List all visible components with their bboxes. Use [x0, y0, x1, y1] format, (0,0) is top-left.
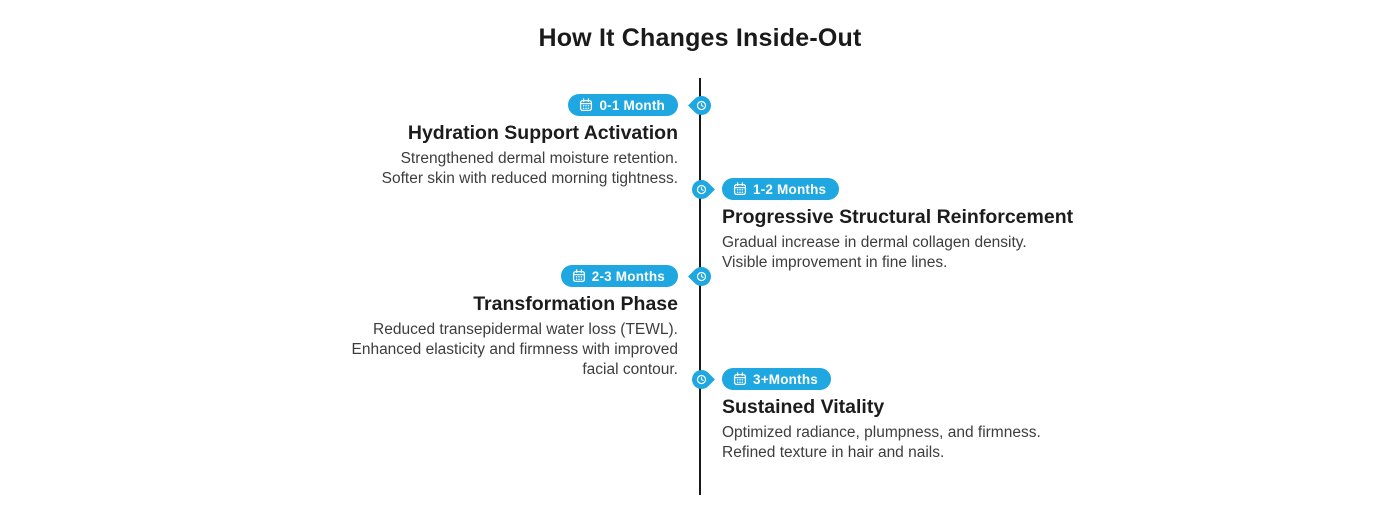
timeline-item: 2-3 Months Transformation Phase Reduced …	[238, 265, 678, 380]
phase-description: Gradual increase in dermal collagen dens…	[722, 233, 1162, 273]
month-badge: 3+Months	[722, 368, 831, 390]
clock-icon	[696, 100, 706, 110]
phase-description-line: facial contour.	[582, 361, 678, 378]
page-title: How It Changes Inside-Out	[538, 24, 862, 52]
calendar-icon	[572, 269, 585, 283]
month-badge: 0-1 Month	[568, 94, 678, 116]
month-badge: 1-2 Months	[722, 178, 840, 200]
month-badge: 2-3 Months	[560, 265, 678, 287]
phase-title: Transformation Phase	[473, 293, 678, 315]
phase-description: Reduced transepidermal water loss (TEWL)…	[238, 320, 678, 380]
badge-row: 3+Months	[722, 368, 1162, 390]
phase-description-line: Optimized radiance, plumpness, and firmn…	[722, 424, 1041, 441]
badge-row: 1-2 Months	[722, 178, 1162, 200]
calendar-icon	[733, 182, 747, 196]
badge-label: 1-2 Months	[753, 181, 827, 197]
timeline-item: 0-1 Month Hydration Support Activation S…	[238, 94, 678, 189]
phase-description-line: Reduced transepidermal water loss (TEWL)…	[373, 321, 678, 338]
phase-description: Optimized radiance, plumpness, and firmn…	[722, 423, 1162, 463]
phase-title: Sustained Vitality	[722, 396, 885, 418]
calendar-icon	[733, 372, 747, 386]
timeline-line	[699, 78, 701, 495]
clock-icon	[696, 374, 706, 384]
calendar-icon	[580, 98, 593, 112]
timeline-marker	[687, 262, 715, 290]
timeline-marker	[687, 365, 715, 393]
clock-icon	[696, 271, 706, 281]
phase-description-line: Gradual increase in dermal collagen dens…	[722, 234, 1027, 251]
badge-label: 2-3 Months	[591, 268, 665, 284]
phase-title: Hydration Support Activation	[407, 122, 678, 144]
badge-label: 0-1 Month	[599, 97, 665, 113]
clock-icon	[696, 184, 706, 194]
badge-label: 3+Months	[753, 371, 818, 387]
phase-description-line: Softer skin with reduced morning tightne…	[381, 170, 678, 187]
timeline-item: 1-2 Months Progressive Structural Reinfo…	[722, 178, 1162, 273]
badge-row: 0-1 Month	[238, 94, 678, 116]
phase-description-line: Enhanced elasticity and firmness with im…	[351, 341, 678, 358]
timeline-marker	[687, 91, 715, 119]
phase-description: Strengthened dermal moisture retention. …	[238, 149, 678, 189]
timeline-marker	[687, 175, 715, 203]
timeline-item: 3+Months Sustained Vitality Optimized ra…	[722, 368, 1162, 463]
badge-row: 2-3 Months	[238, 265, 678, 287]
phase-description-line: Visible improvement in fine lines.	[722, 254, 948, 271]
phase-title: Progressive Structural Reinforcement	[722, 206, 1074, 228]
phase-description-line: Strengthened dermal moisture retention.	[400, 150, 678, 167]
phase-description-line: Refined texture in hair and nails.	[722, 444, 945, 461]
